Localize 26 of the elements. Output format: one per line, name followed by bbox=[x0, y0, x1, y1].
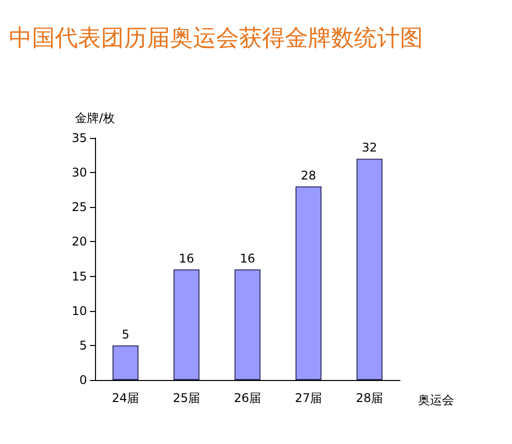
y-tick-label: 25 bbox=[72, 200, 87, 214]
y-tick-label: 10 bbox=[72, 304, 87, 318]
y-tick-label: 5 bbox=[79, 338, 87, 352]
x-axis-title: 奥运会 bbox=[418, 393, 454, 407]
y-tick-label: 35 bbox=[72, 131, 87, 145]
y-tick-label: 0 bbox=[79, 373, 87, 387]
bar bbox=[356, 158, 382, 380]
x-tick-label: 28届 bbox=[356, 391, 384, 405]
y-axis-title: 金牌/枚 bbox=[74, 111, 116, 125]
y-tick-label: 30 bbox=[72, 166, 87, 180]
x-tick-label: 24届 bbox=[112, 391, 140, 405]
data-label: 32 bbox=[362, 140, 378, 155]
bar bbox=[112, 345, 138, 380]
x-tick-label: 26届 bbox=[234, 391, 262, 405]
bar bbox=[296, 186, 322, 380]
data-label: 28 bbox=[300, 168, 316, 182]
bar bbox=[234, 269, 260, 380]
data-label: 16 bbox=[240, 251, 256, 266]
y-tick-label: 20 bbox=[72, 234, 87, 249]
bar bbox=[174, 269, 200, 380]
data-label: 5 bbox=[122, 327, 130, 342]
y-tick-label: 15 bbox=[72, 269, 87, 284]
chart-title: 中国代表团历届奥运会获得金牌数统计图 bbox=[9, 26, 423, 52]
data-label: 16 bbox=[178, 251, 194, 266]
x-tick-label: 25届 bbox=[172, 391, 200, 405]
x-tick-label: 27届 bbox=[294, 391, 322, 405]
